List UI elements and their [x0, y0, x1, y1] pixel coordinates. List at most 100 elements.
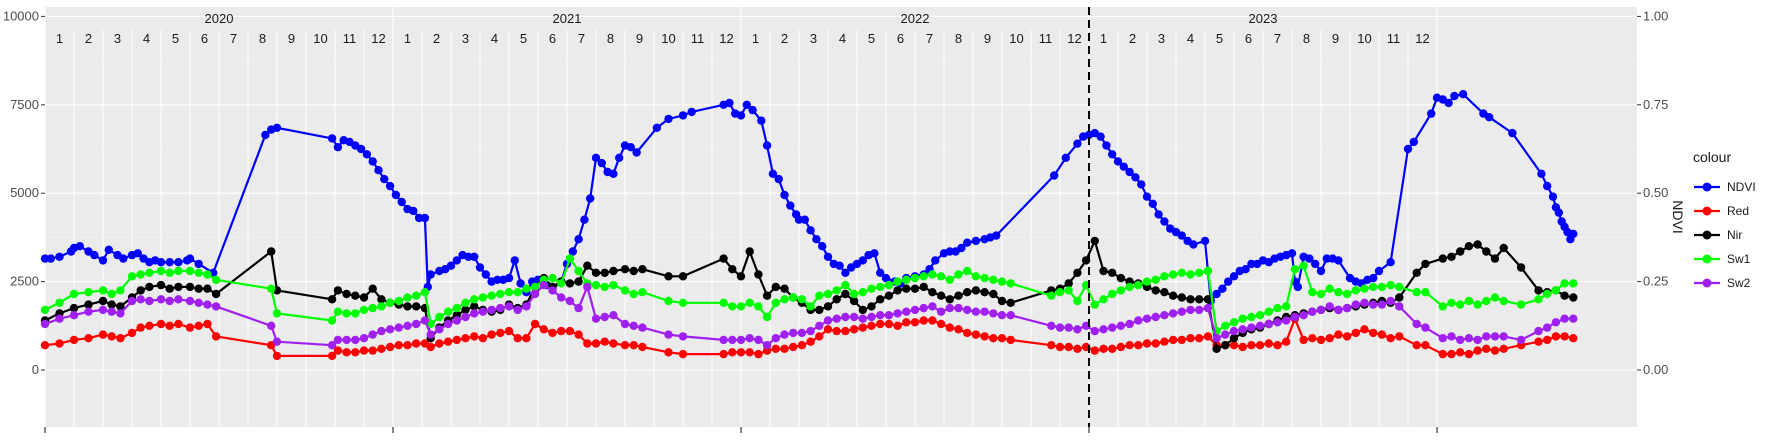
point-sw1 [40, 305, 50, 315]
point-red [1490, 346, 1500, 355]
point-sw1 [69, 289, 79, 299]
point-red [174, 319, 183, 329]
point-red [426, 342, 435, 352]
point-red [1195, 334, 1204, 343]
point-red [116, 334, 125, 343]
point-sw1 [841, 280, 850, 290]
point-nir [945, 295, 954, 304]
point-sw2 [664, 330, 673, 339]
point-sw2 [116, 309, 125, 318]
month-label: 7 [1274, 31, 1281, 46]
point-ndvi [762, 141, 772, 150]
point-ndvi [1369, 273, 1378, 283]
point-sw2 [1134, 316, 1143, 325]
point-sw2 [928, 302, 937, 311]
point-sw1 [1499, 296, 1508, 306]
point-sw1 [1247, 312, 1256, 322]
point-sw2 [145, 296, 154, 306]
month-label: 3 [1158, 31, 1165, 46]
point-sw2 [1064, 323, 1073, 332]
point-sw1 [638, 288, 647, 297]
point-sw2 [1308, 307, 1317, 316]
point-red [1473, 346, 1482, 355]
point-sw2 [385, 325, 395, 334]
point-ndvi [1212, 289, 1221, 299]
point-red [496, 328, 505, 338]
point-ndvi [1305, 254, 1314, 263]
point-ndvi [385, 181, 395, 191]
point-sw1 [678, 298, 688, 307]
point-sw2 [1055, 323, 1065, 332]
month-label: 10 [1357, 31, 1371, 46]
point-ndvi [1148, 199, 1158, 208]
point-nir [664, 272, 673, 281]
point-nir [461, 305, 470, 315]
point-sw2 [806, 326, 815, 336]
point-nir [1447, 252, 1456, 261]
point-red [513, 334, 522, 343]
point-sw2 [858, 314, 867, 323]
point-ndvi [574, 235, 583, 244]
point-nir [1438, 254, 1448, 263]
point-sw1 [127, 272, 137, 281]
point-ndvi [1096, 132, 1105, 141]
point-sw1 [745, 298, 754, 307]
point-sw2 [1273, 318, 1282, 327]
point-sw2 [945, 303, 954, 313]
month-label: 10 [1009, 31, 1023, 46]
point-red [1325, 334, 1334, 343]
point-red [1421, 341, 1430, 350]
point-red [1534, 337, 1543, 346]
point-sw2 [678, 332, 688, 341]
point-ndvi [46, 254, 55, 263]
point-sw1 [1482, 296, 1491, 306]
point-red [771, 344, 780, 353]
point-ndvi [626, 143, 635, 152]
point-sw1 [165, 268, 174, 277]
point-sw2 [797, 328, 807, 338]
point-sw2 [185, 296, 195, 306]
point-nir [1212, 344, 1221, 353]
point-red [211, 332, 221, 341]
legend-title: colour [1693, 149, 1731, 165]
point-sw1 [513, 288, 522, 297]
point-ndvi [768, 169, 778, 178]
point-sw1 [1160, 272, 1169, 281]
point-ndvi [1200, 236, 1210, 246]
point-red [893, 321, 902, 330]
point-nir [136, 286, 145, 295]
month-label: 2 [1129, 31, 1136, 46]
point-ndvi [800, 215, 809, 224]
point-sw1 [771, 298, 780, 307]
point-sw1 [333, 307, 343, 316]
point-ndvi [786, 201, 795, 210]
point-red [1412, 341, 1421, 350]
point-red [1360, 325, 1369, 334]
point-sw1 [156, 266, 166, 276]
point-ndvi [870, 249, 879, 258]
point-sw1 [1369, 282, 1378, 292]
point-sw2 [1177, 307, 1187, 316]
point-red [84, 334, 93, 343]
point-sw1 [754, 302, 763, 311]
point-sw2 [1534, 326, 1543, 336]
point-nir [910, 284, 920, 293]
point-sw2 [1569, 314, 1578, 323]
month-label: 1 [404, 31, 411, 46]
point-nir [876, 295, 885, 304]
point-ndvi [963, 238, 972, 247]
point-red [394, 341, 403, 350]
point-sw1 [1064, 286, 1073, 295]
series-layer [40, 90, 1578, 361]
point-nir [1395, 293, 1404, 302]
point-sw1 [1360, 284, 1369, 293]
point-sw2 [1438, 334, 1448, 343]
point-red [884, 319, 894, 329]
point-sw1 [1543, 289, 1552, 299]
point-sw1 [600, 282, 609, 292]
point-red [1006, 335, 1015, 345]
point-sw1 [522, 284, 531, 293]
legend-key-point [1702, 254, 1712, 264]
month-label: 11 [691, 31, 705, 46]
